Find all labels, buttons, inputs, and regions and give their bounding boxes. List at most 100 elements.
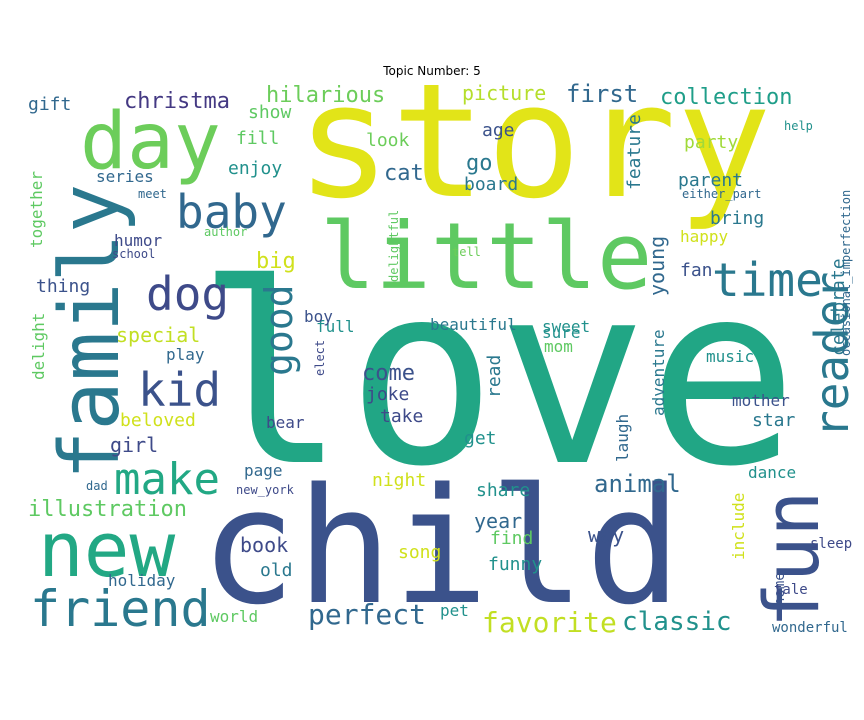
word-play: play bbox=[166, 345, 205, 364]
word-series: series bbox=[96, 167, 154, 186]
word-fun: fun bbox=[747, 491, 836, 628]
word-song: song bbox=[398, 542, 441, 563]
word-star: star bbox=[752, 410, 796, 431]
word-new-york: new_york bbox=[236, 483, 295, 497]
word-elect: elect bbox=[313, 340, 327, 376]
word-book: book bbox=[240, 533, 288, 557]
word-feature: feature bbox=[624, 114, 645, 190]
word-mother: mother bbox=[732, 391, 790, 410]
word-delight: delight bbox=[29, 313, 48, 380]
word-friend: friend bbox=[30, 580, 211, 638]
word-collection: collection bbox=[660, 85, 792, 110]
word-celebrate: celebrate bbox=[828, 258, 849, 356]
word-share: share bbox=[476, 480, 530, 501]
word-humor: humor bbox=[114, 231, 163, 250]
word-school: school bbox=[112, 247, 155, 261]
word-special: special bbox=[116, 323, 200, 347]
word-page: page bbox=[244, 461, 283, 480]
word-happy: happy bbox=[680, 227, 729, 246]
word-go: go bbox=[466, 151, 493, 176]
word-enjoy: enjoy bbox=[228, 158, 282, 179]
word-love: love bbox=[196, 230, 798, 521]
word-get: get bbox=[464, 428, 497, 449]
word-party: party bbox=[684, 132, 738, 153]
word-music: music bbox=[706, 347, 754, 366]
word-kid: kid bbox=[138, 363, 221, 417]
word-child: child bbox=[200, 453, 682, 640]
word-fan: fan bbox=[680, 260, 713, 281]
word-good: good bbox=[257, 284, 301, 376]
word-include: include bbox=[729, 493, 748, 560]
word-come: come bbox=[362, 361, 415, 386]
word-holiday: holiday bbox=[108, 571, 176, 590]
word-boy: boy bbox=[304, 307, 333, 326]
word-make: make bbox=[114, 454, 220, 505]
word-christma: christma bbox=[124, 89, 230, 114]
word-sleep: sleep bbox=[810, 536, 852, 552]
word-dad: dad bbox=[86, 479, 108, 493]
word-young: young bbox=[645, 236, 669, 296]
word-beloved: beloved bbox=[120, 410, 196, 431]
word-help: help bbox=[784, 119, 813, 133]
word-occasional-imperfection: occasional_imperfection bbox=[839, 190, 853, 356]
word-night: night bbox=[372, 470, 426, 491]
word-way: way bbox=[588, 523, 624, 547]
word-tell: tell bbox=[452, 245, 481, 259]
word-favorite: favorite bbox=[482, 606, 617, 639]
word-together: together bbox=[27, 171, 46, 248]
word-picture: picture bbox=[462, 81, 546, 105]
word-age: age bbox=[482, 120, 515, 141]
word-time: time bbox=[712, 253, 823, 307]
word-hilarious: hilarious bbox=[266, 83, 385, 108]
word-old: old bbox=[260, 560, 293, 581]
word-reader: reader bbox=[805, 272, 859, 438]
word-dog: dog bbox=[146, 267, 229, 321]
word-little: little bbox=[320, 203, 652, 310]
word-animal: animal bbox=[594, 470, 681, 498]
word-read: read bbox=[484, 355, 505, 398]
word-wonderful: wonderful bbox=[772, 620, 848, 636]
word-look: look bbox=[366, 130, 410, 151]
word-either-part: either_part bbox=[682, 187, 761, 201]
word-mom: mom bbox=[544, 337, 573, 356]
word-delightful: delightful bbox=[387, 210, 401, 282]
word-illustration: illustration bbox=[28, 497, 187, 522]
word-show: show bbox=[248, 102, 292, 123]
word-girl: girl bbox=[110, 433, 158, 457]
word-full: full bbox=[316, 317, 355, 336]
word-home: home bbox=[772, 572, 788, 606]
word-new: new bbox=[38, 505, 176, 594]
word-bear: bear bbox=[266, 413, 305, 432]
word-big: big bbox=[256, 249, 296, 274]
word-cat: cat bbox=[384, 161, 424, 186]
word-sweet: sweet bbox=[542, 317, 590, 336]
word-board: board bbox=[464, 174, 518, 195]
word-gift: gift bbox=[28, 94, 71, 115]
word-find: find bbox=[490, 528, 533, 549]
figure-title: Topic Number: 5 bbox=[383, 64, 481, 78]
word-beautiful: beautiful bbox=[430, 315, 517, 334]
word-dance: dance bbox=[748, 463, 796, 482]
word-baby: baby bbox=[176, 185, 287, 239]
word-joke: joke bbox=[366, 384, 409, 405]
word-funny: funny bbox=[488, 554, 542, 575]
word-author: author bbox=[204, 225, 247, 239]
word-tale: tale bbox=[774, 582, 808, 598]
word-day: day bbox=[80, 97, 221, 187]
word-family: family bbox=[43, 184, 138, 480]
word-sure: sure bbox=[542, 323, 581, 342]
word-parent: parent bbox=[678, 170, 743, 191]
word-perfect: perfect bbox=[308, 598, 426, 631]
word-world: world bbox=[210, 607, 258, 626]
word-adventure: adventure bbox=[649, 329, 668, 416]
word-first: first bbox=[566, 80, 638, 108]
word-year: year bbox=[474, 509, 522, 533]
word-classic: classic bbox=[622, 607, 732, 637]
word-pet: pet bbox=[440, 601, 469, 620]
word-thing: thing bbox=[36, 276, 90, 297]
word-take: take bbox=[380, 406, 423, 427]
word-story: story bbox=[296, 50, 772, 234]
word-laugh: laugh bbox=[613, 414, 632, 462]
